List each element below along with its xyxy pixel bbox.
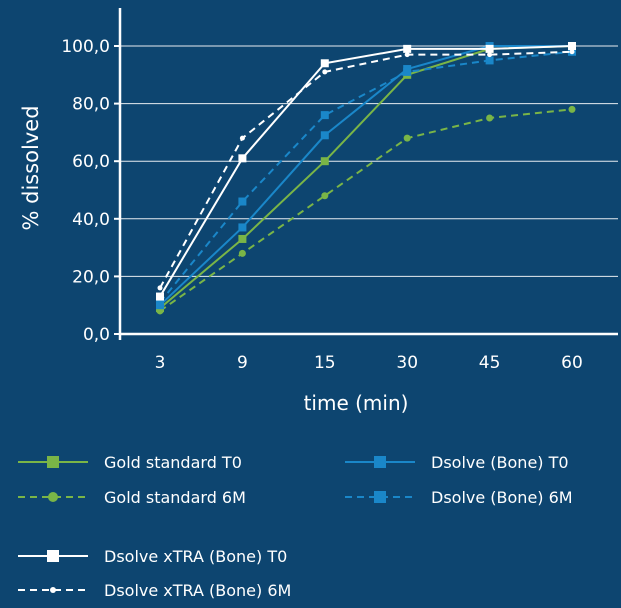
legend-item: Dsolve xTRA (Bone) 6M	[18, 581, 291, 600]
data-point	[485, 56, 494, 65]
data-point	[403, 44, 412, 53]
legend-swatch-marker	[47, 550, 59, 562]
data-point	[238, 234, 247, 243]
legend-label: Dsolve (Bone) 6M	[431, 488, 573, 507]
data-point	[239, 135, 245, 141]
data-point	[238, 154, 247, 163]
legend-label: Dsolve xTRA (Bone) T0	[104, 547, 287, 566]
legend-item: Gold standard T0	[18, 453, 242, 472]
y-tick-label: 60,0	[72, 152, 110, 172]
data-point	[238, 197, 247, 206]
data-point	[486, 114, 494, 122]
data-point	[320, 111, 329, 120]
x-tick-label: 30	[396, 353, 418, 373]
legend-item: Dsolve (Bone) 6M	[345, 488, 573, 507]
legend-swatch-marker	[47, 456, 59, 468]
series-0	[156, 42, 576, 313]
series-line	[159, 50, 573, 289]
legend-label: Dsolve (Bone) T0	[431, 453, 569, 472]
y-tick-label: 100,0	[61, 37, 110, 57]
series-5	[157, 49, 575, 291]
data-point	[320, 131, 329, 140]
data-point	[320, 59, 329, 68]
legend-swatch-marker	[374, 456, 386, 468]
axes: 0,0 20,0 40,0 60,0 80,0 100,0 3 9 15 30 45 60	[61, 8, 618, 373]
series-line	[159, 45, 572, 306]
series-4	[156, 42, 576, 301]
y-tick-label: 40,0	[72, 210, 110, 230]
data-point	[321, 192, 329, 200]
data-point	[156, 292, 164, 301]
series	[156, 42, 576, 315]
legend-item: Dsolve (Bone) T0	[345, 453, 569, 472]
data-point	[485, 44, 494, 53]
series-line	[159, 45, 573, 298]
x-tick-label: 3	[155, 353, 166, 373]
data-point	[322, 69, 328, 75]
series-line	[159, 108, 573, 312]
data-point	[569, 49, 575, 55]
data-point	[156, 298, 164, 307]
data-point	[320, 157, 329, 166]
x-tick-label: 9	[237, 353, 248, 373]
data-point	[403, 67, 412, 76]
legend: Gold standard T0 Gold standard 6M Dsolve (…	[18, 453, 573, 600]
data-point	[238, 223, 247, 232]
x-tick-label: 45	[479, 353, 501, 373]
data-point	[157, 285, 163, 291]
data-point	[238, 249, 246, 257]
legend-swatch-marker	[50, 587, 56, 593]
legend-item: Dsolve xTRA (Bone) T0	[18, 547, 287, 566]
data-point	[568, 42, 576, 50]
data-point	[568, 105, 576, 113]
data-point	[404, 52, 410, 58]
legend-item: Gold standard 6M	[18, 488, 246, 507]
y-tick-label: 20,0	[72, 267, 110, 287]
legend-label: Gold standard 6M	[104, 488, 246, 507]
series-line	[159, 50, 573, 303]
y-axis-label: % dissolved	[19, 105, 43, 230]
legend-label: Dsolve xTRA (Bone) 6M	[104, 581, 291, 600]
series-1	[156, 105, 576, 315]
data-point	[403, 134, 411, 142]
x-axis-label: time (min)	[304, 391, 409, 415]
grid	[120, 45, 618, 277]
x-tick-label: 60	[561, 353, 583, 373]
y-tick-label: 80,0	[72, 95, 110, 115]
legend-swatch-marker	[48, 492, 58, 502]
legend-swatch-marker	[374, 491, 386, 503]
y-tick-label: 0,0	[83, 325, 110, 345]
x-tick-label: 15	[314, 353, 336, 373]
series-3	[156, 47, 576, 307]
legend-label: Gold standard T0	[104, 453, 242, 472]
data-point	[487, 52, 493, 58]
data-point	[156, 307, 164, 315]
